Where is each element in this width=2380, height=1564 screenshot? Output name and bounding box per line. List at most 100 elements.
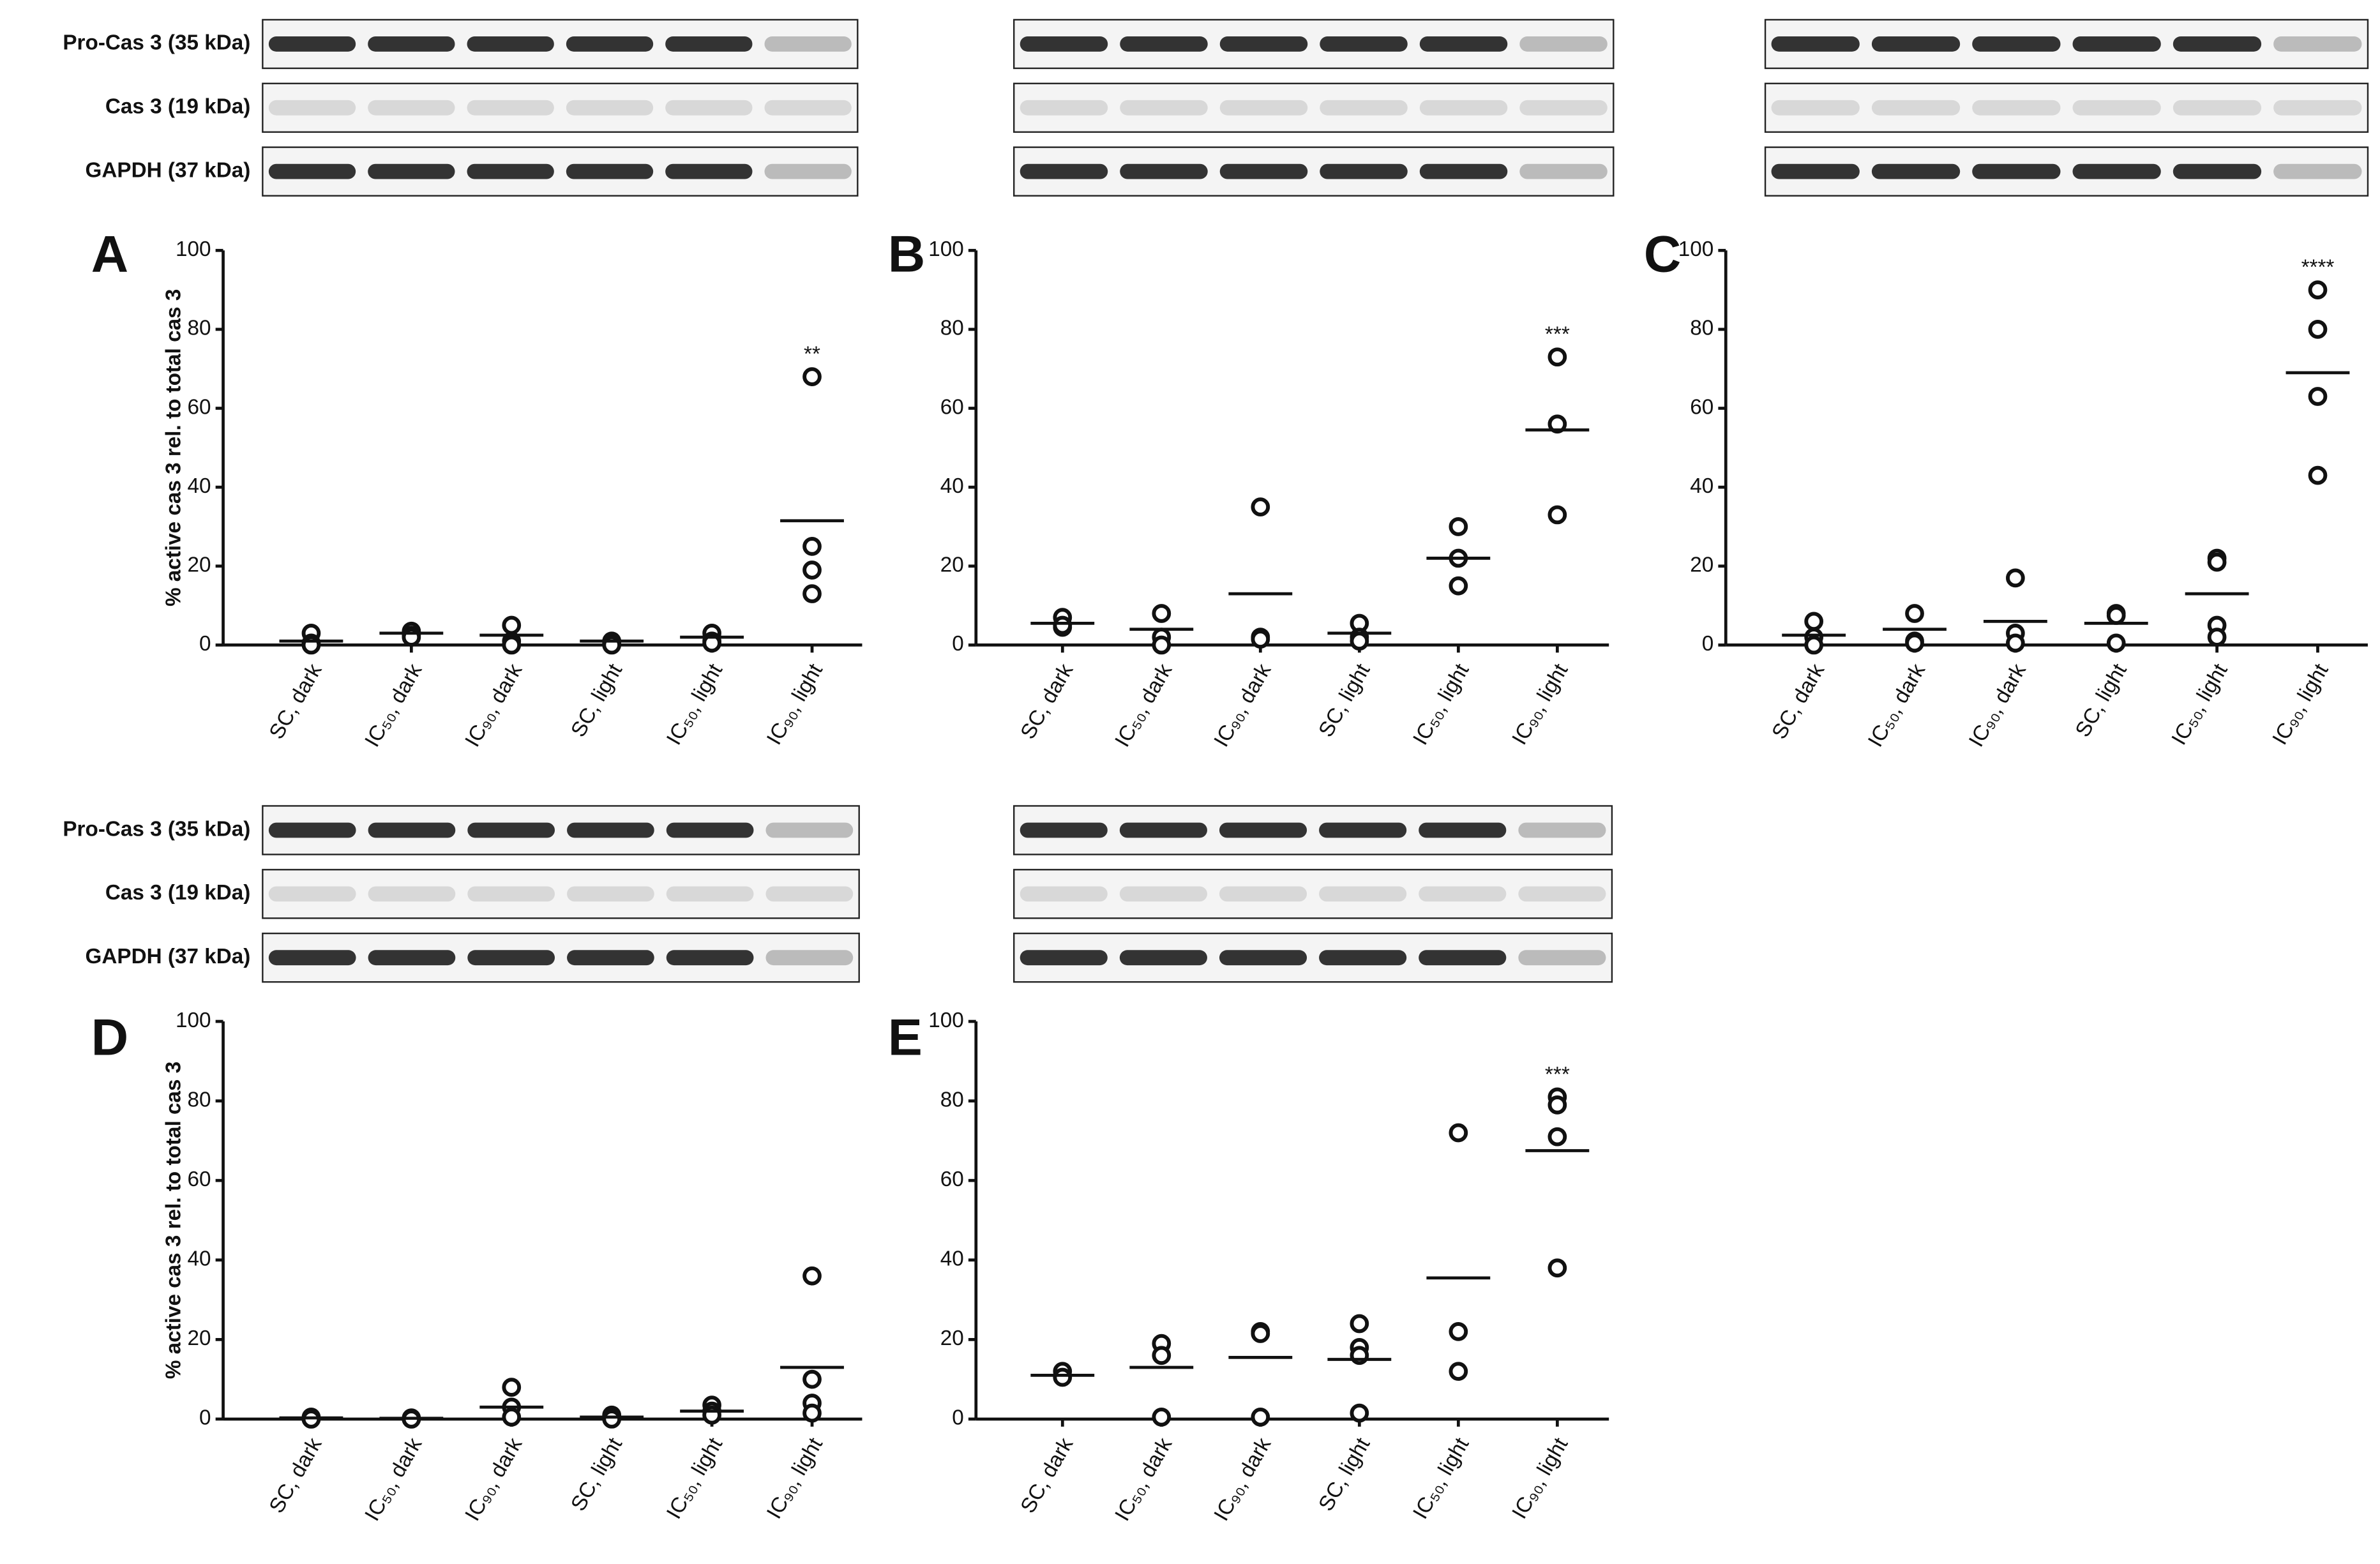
blot-band bbox=[467, 950, 555, 966]
significance: **** bbox=[2301, 256, 2335, 280]
panel-letter: B bbox=[888, 226, 925, 283]
y-tick-label: 100 bbox=[1678, 237, 1714, 261]
data-point bbox=[1449, 576, 1468, 596]
blot-band bbox=[368, 822, 456, 838]
data-point bbox=[2207, 628, 2227, 647]
blot-band bbox=[268, 822, 356, 838]
x-tick-label: SC, dark bbox=[265, 1434, 327, 1517]
y-tick-label: 60 bbox=[1690, 395, 1713, 419]
data-point bbox=[1152, 604, 1171, 623]
blot-band bbox=[764, 163, 852, 179]
panel-letter: D bbox=[91, 1009, 128, 1066]
blot-band bbox=[1319, 950, 1407, 966]
blot-strip bbox=[1013, 932, 1613, 983]
blot-band bbox=[765, 950, 854, 966]
data-point bbox=[1449, 1362, 1468, 1381]
x-tick-label: IC₉₀, light bbox=[1507, 1434, 1572, 1523]
x-tick-label: IC₉₀, dark bbox=[1210, 659, 1276, 751]
blot-band bbox=[1871, 100, 1961, 116]
blot-band bbox=[665, 36, 753, 52]
data-point bbox=[1804, 612, 1824, 631]
blot-band bbox=[1320, 100, 1408, 116]
x-tick-label: SC, dark bbox=[265, 659, 327, 743]
y-tick-label: 80 bbox=[1690, 317, 1713, 340]
blot-strip bbox=[1013, 82, 1615, 133]
y-tick-label: 100 bbox=[928, 1009, 964, 1032]
data-point bbox=[2308, 320, 2328, 339]
data-point bbox=[1152, 635, 1171, 655]
x-tick-label: SC, dark bbox=[1767, 659, 1829, 743]
blot-band bbox=[1219, 950, 1307, 966]
blot-band bbox=[1020, 822, 1108, 838]
blot-band bbox=[567, 822, 654, 838]
data-point bbox=[802, 1369, 822, 1389]
blot-band bbox=[666, 886, 754, 902]
data-point bbox=[1350, 1314, 1369, 1334]
data-point bbox=[802, 1403, 822, 1423]
blot-band bbox=[1972, 100, 2061, 116]
blot-band bbox=[368, 886, 456, 902]
y-tick-label: 40 bbox=[940, 474, 964, 498]
x-tick-label: IC₉₀, dark bbox=[1210, 1434, 1276, 1525]
blot-band bbox=[1020, 163, 1108, 179]
blot-band bbox=[2173, 100, 2262, 116]
x-tick-label: IC₉₀, light bbox=[1507, 660, 1572, 749]
y-tick-label: 80 bbox=[188, 1088, 211, 1111]
data-point bbox=[1251, 1324, 1270, 1343]
data-point bbox=[802, 1266, 822, 1286]
blot-band bbox=[1319, 822, 1407, 838]
panel-letter: C bbox=[1644, 226, 1681, 283]
panel-letter: E bbox=[888, 1009, 923, 1066]
x-tick-label: SC, light bbox=[1314, 1434, 1375, 1515]
data-point bbox=[1449, 517, 1468, 536]
data-point bbox=[1350, 631, 1369, 651]
blot-band bbox=[2273, 100, 2362, 116]
data-point bbox=[802, 367, 822, 386]
x-tick-label: SC, dark bbox=[1016, 659, 1078, 743]
blot-band bbox=[2273, 36, 2362, 52]
data-point bbox=[1449, 1322, 1468, 1341]
blot-band bbox=[1120, 163, 1208, 179]
blot-label: Cas 3 (19 kDa) bbox=[105, 95, 250, 119]
blot-band bbox=[1120, 36, 1208, 52]
data-point bbox=[2006, 568, 2025, 588]
x-tick-label: IC₉₀, dark bbox=[461, 659, 527, 751]
blot-band bbox=[2173, 36, 2262, 52]
data-point bbox=[1905, 633, 1924, 653]
y-tick-label: 60 bbox=[188, 395, 211, 419]
y-tick-label: 60 bbox=[188, 1168, 211, 1191]
blot-band bbox=[665, 100, 753, 116]
blot-band bbox=[1020, 36, 1108, 52]
blot-band bbox=[467, 822, 555, 838]
x-tick-label: SC, light bbox=[2071, 660, 2132, 741]
y-tick-label: 0 bbox=[199, 632, 211, 656]
x-tick-label: IC₉₀, dark bbox=[1964, 659, 2031, 751]
blot-band bbox=[1419, 36, 1508, 52]
blot-band bbox=[1518, 822, 1606, 838]
blot-band bbox=[1020, 886, 1108, 902]
data-point bbox=[1548, 414, 1567, 434]
data-point bbox=[1152, 1407, 1171, 1427]
blot-label: Cas 3 (19 kDa) bbox=[105, 881, 250, 905]
blot-band bbox=[1219, 886, 1307, 902]
y-tick-label: 80 bbox=[940, 1088, 964, 1111]
blot-band bbox=[1518, 886, 1606, 902]
blot-band bbox=[1519, 36, 1608, 52]
data-point bbox=[1152, 1346, 1171, 1365]
data-point bbox=[2308, 280, 2328, 299]
blot-band bbox=[1119, 886, 1207, 902]
blot-band bbox=[368, 950, 456, 966]
blot-band bbox=[1020, 950, 1108, 966]
y-axis-label: % active cas 3 rel. to total cas 3 bbox=[162, 1062, 185, 1379]
data-point bbox=[1053, 615, 1073, 635]
data-point bbox=[1804, 635, 1824, 655]
blot-label: GAPDH (37 kDa) bbox=[86, 158, 251, 182]
blot-strip bbox=[1013, 19, 1615, 70]
data-point bbox=[2106, 633, 2126, 653]
panel-letter: A bbox=[91, 226, 128, 283]
blot-band bbox=[764, 100, 852, 116]
blot-band bbox=[567, 886, 654, 902]
y-tick-label: 20 bbox=[188, 553, 211, 577]
blot-band bbox=[666, 822, 754, 838]
